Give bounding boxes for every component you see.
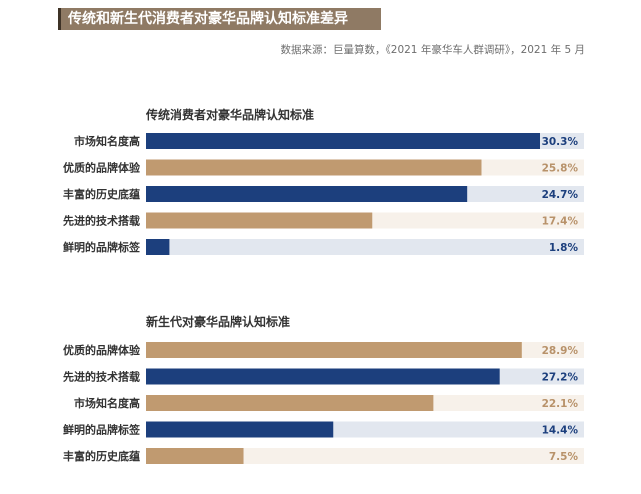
value-label: 24.7% [542,189,579,201]
bar [146,239,170,255]
value-label: 27.2% [542,372,579,384]
category-label: 鲜明的品牌标签 [63,423,141,437]
value-label: 22.1% [542,398,579,410]
data-source-note: 数据来源：巨量算数，《2021 年豪华车人群调研》，2021 年 5 月 [280,44,585,56]
category-label: 鲜明的品牌标签 [63,240,141,254]
category-label: 优质的品牌体验 [63,343,141,357]
page-title: 传统和新生代消费者对豪华品牌认知标准差异 [68,11,348,27]
category-label: 市场知名度高 [74,396,140,410]
value-label: 1.8% [549,242,579,254]
value-label: 17.4% [542,216,579,228]
value-label: 25.8% [542,163,579,175]
panel-title-traditional: 传统消费者对豪华品牌认知标准 [146,108,315,122]
bar [146,368,500,385]
bar-track [146,239,584,255]
value-label: 7.5% [549,451,579,463]
bar [146,395,434,411]
title-accent-strip [58,8,61,30]
value-label: 30.3% [542,136,579,148]
bar [146,421,334,438]
category-label: 丰富的历史底蕴 [63,449,140,463]
title-bar: 传统和新生代消费者对豪华品牌认知标准差异 [58,8,381,30]
bar [146,159,482,176]
category-label: 优质的品牌体验 [63,161,141,175]
category-label: 市场知名度高 [74,134,140,148]
bar [146,186,468,202]
bar [146,342,522,358]
category-label: 先进的技术搭载 [63,214,140,228]
value-label: 28.9% [542,345,579,357]
bar [146,448,244,464]
bar-track [146,448,584,464]
panel-title-new-generation: 新生代对豪华品牌认知标准 [146,315,291,329]
category-label: 先进的技术搭载 [63,370,140,384]
category-label: 丰富的历史底蕴 [63,187,140,201]
bar [146,212,373,229]
bar [146,133,540,149]
value-label: 14.4% [542,425,579,437]
